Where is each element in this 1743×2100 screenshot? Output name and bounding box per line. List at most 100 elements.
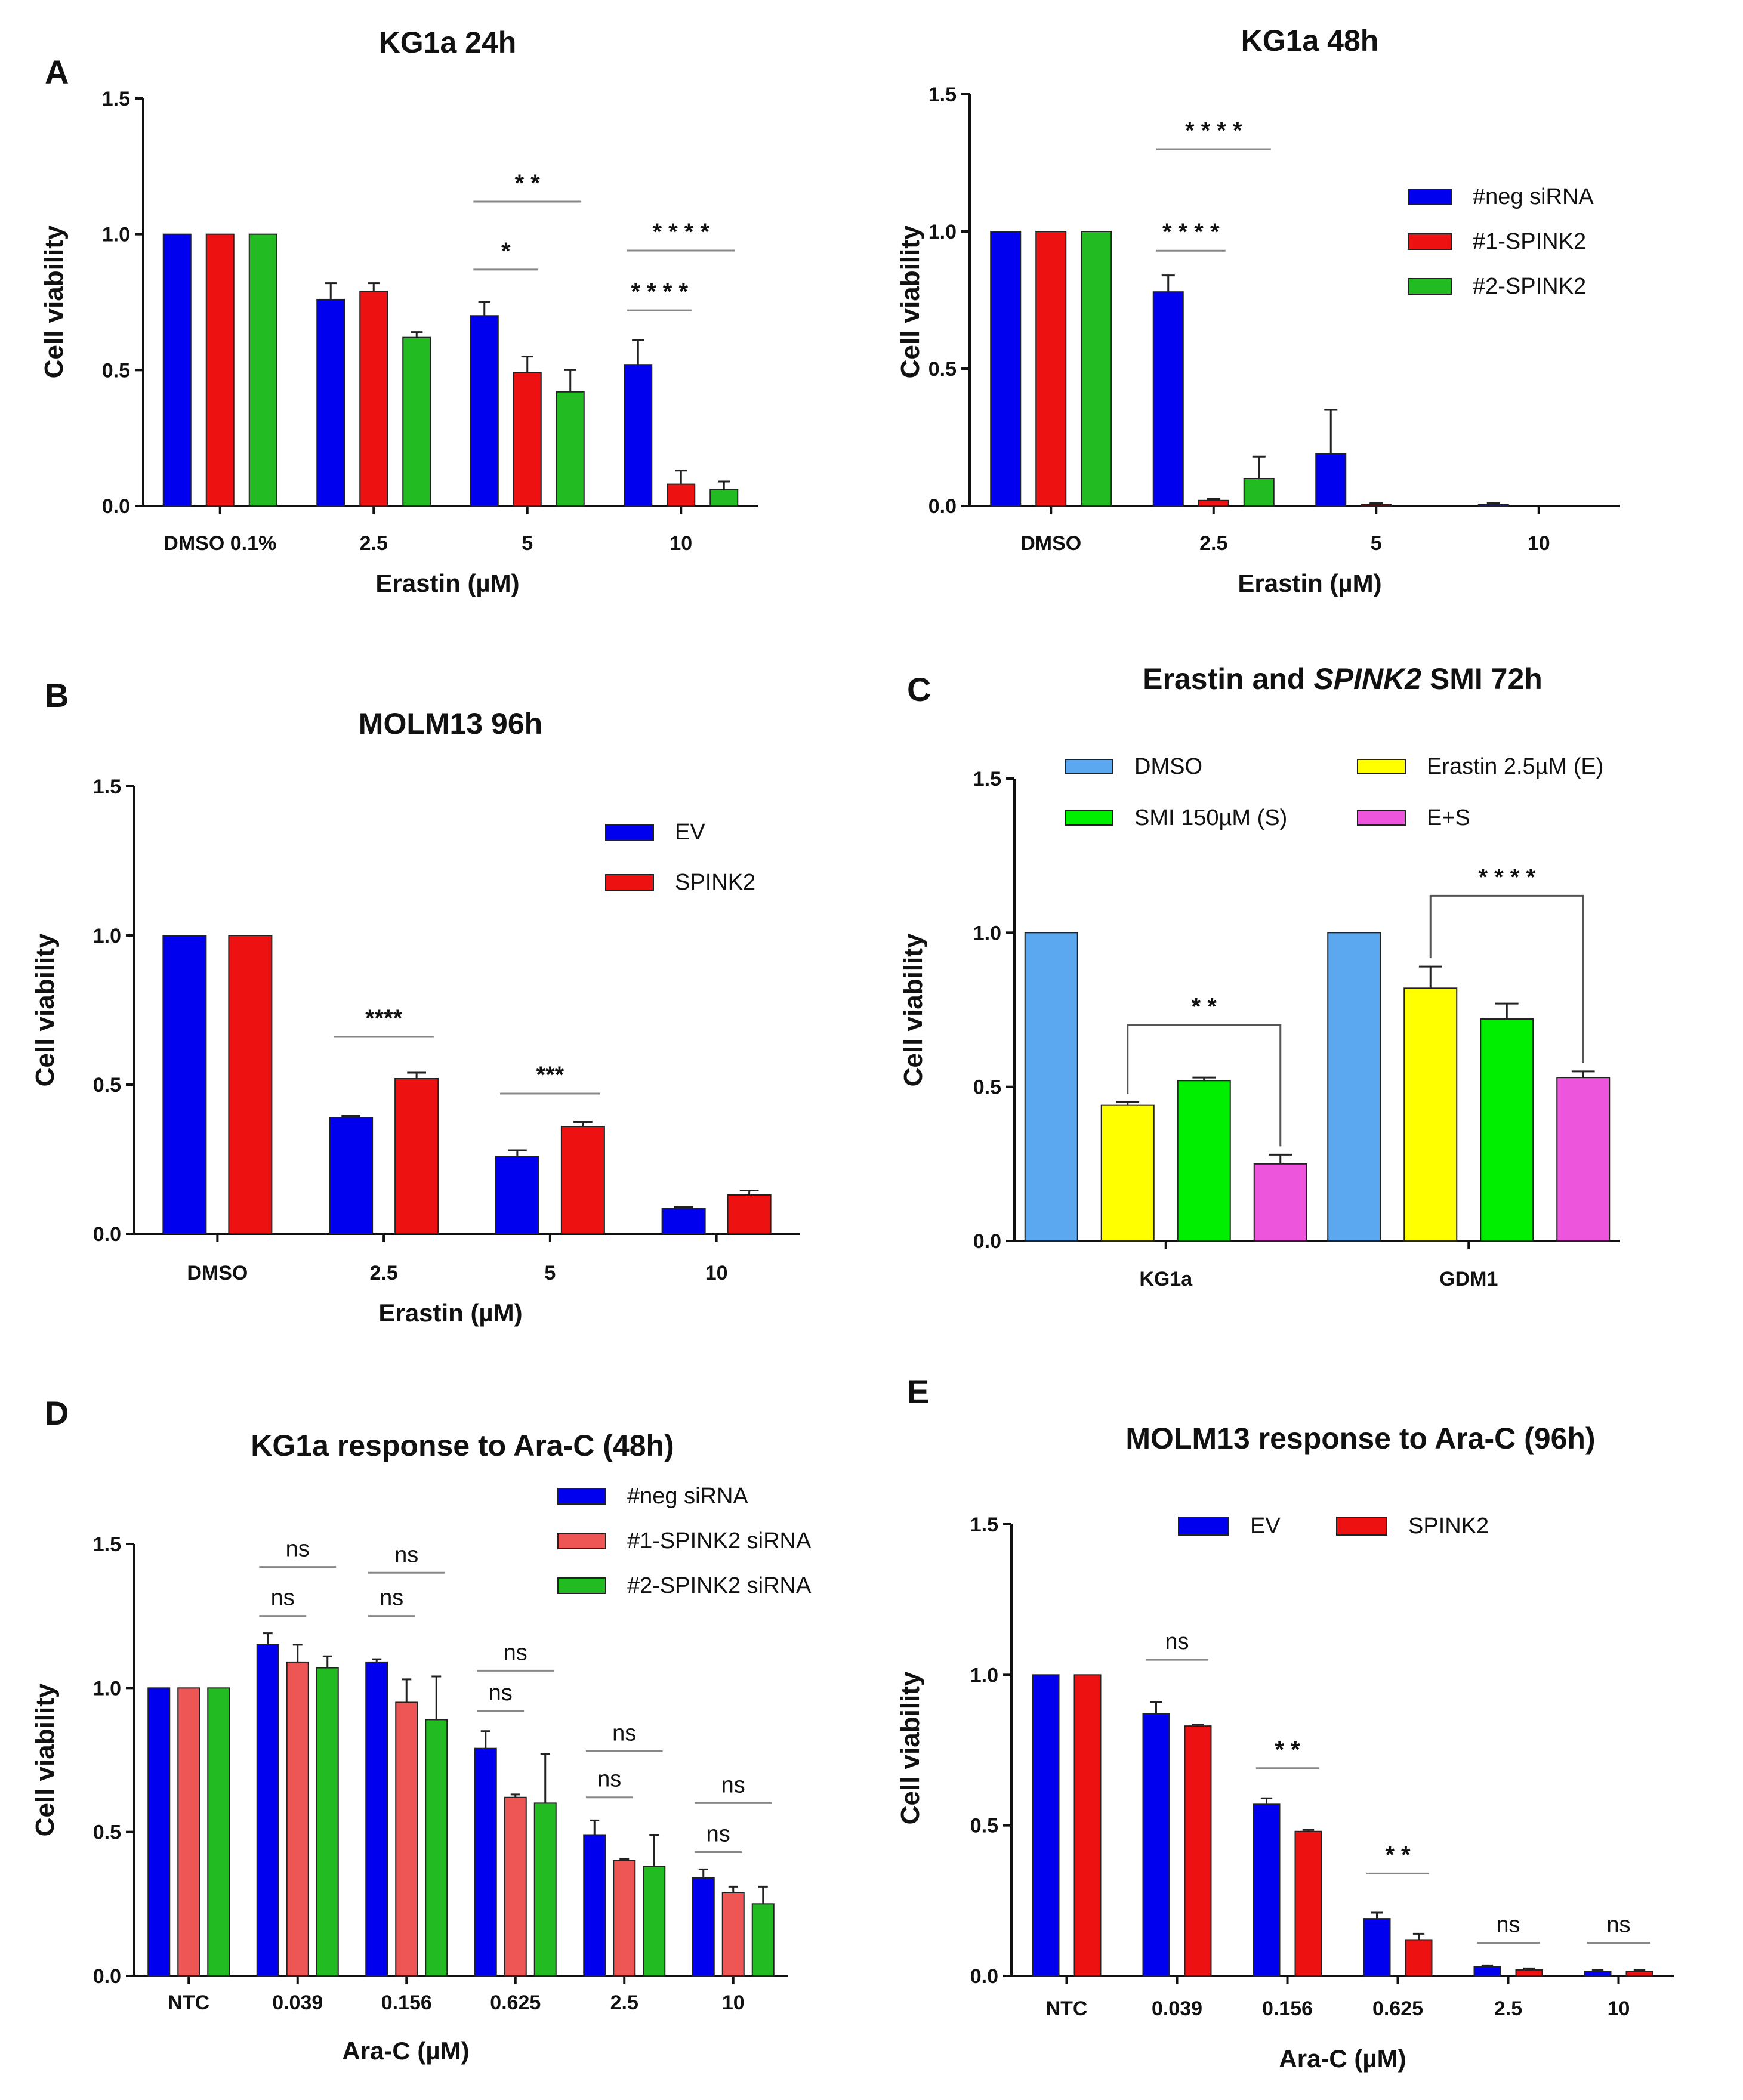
- significance-label: *: [501, 238, 511, 264]
- panel-letter: C: [907, 671, 931, 708]
- error-bar-smi-150-m-s-kg1a: [1192, 1076, 1216, 1081]
- y-tick-label: 1.5: [102, 88, 130, 110]
- legend-swatch-e-s: [1357, 810, 1406, 826]
- bar-ev-0-039: [1142, 1713, 1170, 1977]
- error-bar-ev-10: [1591, 1969, 1604, 1972]
- y-tick-label: 0.0: [973, 1230, 1001, 1253]
- chart-title: MOLM13 96h: [359, 707, 542, 740]
- significance-label: * *: [515, 170, 541, 196]
- legend-label-2-spink2: #2-SPINK2: [1473, 274, 1586, 299]
- legend-label-erastin-2-5-m-e: Erastin 2.5µM (E): [1427, 754, 1603, 779]
- panel-letter: D: [45, 1394, 69, 1432]
- error-bar-neg-sirna-5: [478, 301, 490, 316]
- significance-label: * *: [1275, 1737, 1300, 1763]
- bar-neg-sirna-dmso-0-1: [162, 233, 192, 507]
- legend-swatch-spink2: [1336, 1517, 1387, 1536]
- error-bar-smi-150-m-s-gdm1: [1495, 1002, 1519, 1019]
- error-bar-ev-10: [674, 1206, 693, 1209]
- error-bar-ev-0-156: [1260, 1797, 1273, 1805]
- legend-label-dmso: DMSO: [1134, 754, 1202, 779]
- error-bar-neg-sirna-10: [1486, 502, 1500, 505]
- bar-neg-sirna-5: [1315, 453, 1347, 507]
- x-tick-label-ntc: NTC: [168, 1991, 209, 2014]
- error-bar-neg-sirna-5: [1324, 409, 1338, 454]
- significance-label: * *: [1192, 993, 1217, 1020]
- x-tick-label-5: 5: [544, 1262, 556, 1284]
- error-bar-1-spink2-10: [675, 470, 687, 484]
- bar-ev-5: [495, 1156, 539, 1234]
- panel-letter: B: [45, 677, 69, 714]
- legend-swatch-1-spink2-sirna: [557, 1533, 606, 1549]
- x-tick-label-0-156: 0.156: [1262, 1997, 1313, 2020]
- error-bar-neg-sirna-2-5: [1161, 274, 1175, 292]
- bar-1-spink2-sirna-0-625: [504, 1796, 527, 1977]
- bar-2-spink2-sirna-0-039: [316, 1667, 339, 1977]
- y-tick-label: 0.0: [928, 495, 957, 518]
- error-bar-1-spink2-sirna-0-625: [510, 1793, 520, 1798]
- bar-1-spink2-2-5: [359, 291, 388, 507]
- legend: EV SPINK2: [1178, 1514, 1489, 1539]
- legend-label-spink2: SPINK2: [675, 870, 755, 895]
- x-tick-label-gdm1: GDM1: [1439, 1268, 1498, 1290]
- x-tick-label-10: 10: [1528, 532, 1550, 555]
- legend-label-e-s: E+S: [1427, 805, 1470, 830]
- legend-swatch-2-spink2-sirna: [557, 1577, 606, 1594]
- significance-label: ns: [504, 1640, 527, 1665]
- bar-dmso-kg1a: [1024, 932, 1078, 1242]
- legend-label-spink2: SPINK2: [1408, 1514, 1489, 1539]
- bar-2-spink2-sirna-10: [751, 1903, 775, 1977]
- bar-neg-sirna-2-5: [1152, 291, 1184, 507]
- bar-2-spink2-dmso: [1081, 231, 1112, 507]
- bar-spink2-10: [727, 1194, 772, 1234]
- error-bar-2-spink2-10: [718, 480, 730, 490]
- significance-bracket: [1429, 894, 1584, 1063]
- x-axis-label: Erastin (µM): [378, 1299, 522, 1327]
- x-tick-label-kg1a: KG1a: [1139, 1268, 1193, 1290]
- error-bar-ev-0-039: [1150, 1701, 1162, 1714]
- significance-label: * * * *: [1185, 118, 1242, 144]
- legend-swatch-smi-150-m-s: [1065, 810, 1113, 826]
- bar-neg-sirna-10: [624, 364, 653, 507]
- bar-ev-0-625: [1363, 1918, 1391, 1977]
- error-bar-spink2-5: [573, 1121, 593, 1126]
- error-bar-spink2-10: [1633, 1969, 1646, 1972]
- bar-neg-sirna-0-156: [365, 1661, 388, 1977]
- error-bar-2-spink2-5: [564, 369, 576, 392]
- legend-label-1-spink2: #1-SPINK2: [1473, 229, 1586, 254]
- bar-2-spink2-sirna-0-625: [533, 1802, 557, 1977]
- panel-letter: E: [907, 1373, 929, 1410]
- bar-1-spink2-dmso: [1035, 231, 1067, 507]
- x-tick-label-dmso-0-1: DMSO 0.1%: [163, 532, 276, 555]
- legend-label-1-spink2-sirna: #1-SPINK2 siRNA: [627, 1528, 812, 1554]
- bar-e-s-gdm1: [1556, 1077, 1611, 1242]
- chart-panel-b: B MOLM13 96h 0.0 0.5 1.0 1.5 DMSO 2.5 5 10 Cell vi…: [30, 677, 800, 1327]
- bar-erastin-2-5-m-e-kg1a: [1100, 1104, 1155, 1242]
- bar-spink2-0-039: [1184, 1725, 1212, 1977]
- y-tick-label: 0.0: [93, 1965, 121, 1988]
- error-bar-1-spink2-sirna-2-5: [619, 1858, 630, 1861]
- bar-neg-sirna-0-039: [256, 1644, 279, 1977]
- y-tick-label: 1.0: [102, 224, 130, 246]
- y-tick-label: 0.0: [970, 1965, 998, 1988]
- bar-1-spink2-2-5: [1198, 499, 1229, 507]
- error-bar-spink2-0-625: [1412, 1932, 1425, 1940]
- bar-neg-sirna-5: [470, 315, 499, 507]
- error-bar-2-spink2-sirna-0-039: [322, 1655, 332, 1668]
- x-tick-label-10: 10: [1608, 1997, 1630, 2020]
- x-tick-label-dmso: DMSO: [1020, 532, 1081, 555]
- legend-swatch-erastin-2-5-m-e: [1357, 759, 1406, 774]
- y-axis-label: Cell viability: [896, 225, 925, 378]
- bar-2-spink2-10: [709, 489, 739, 507]
- error-bar-ev-2-5: [1481, 1964, 1494, 1967]
- chart-title: Erastin and SPINK2 SMI 72h: [1143, 662, 1543, 696]
- legend-swatch-spink2: [605, 874, 654, 891]
- significance-label: ns: [707, 1821, 730, 1846]
- y-tick-label: 0.5: [973, 1076, 1001, 1099]
- error-bar-ev-0-625: [1371, 1911, 1383, 1919]
- legend-swatch-1-spink2: [1408, 233, 1452, 250]
- bar-1-spink2-sirna-10: [721, 1892, 745, 1977]
- legend-label-ev: EV: [675, 820, 705, 845]
- chart-title: MOLM13 response to Ara-C (96h): [1125, 1422, 1595, 1455]
- legend-label-neg-sirna: #neg siRNA: [627, 1484, 748, 1509]
- legend-swatch-ev: [605, 824, 654, 841]
